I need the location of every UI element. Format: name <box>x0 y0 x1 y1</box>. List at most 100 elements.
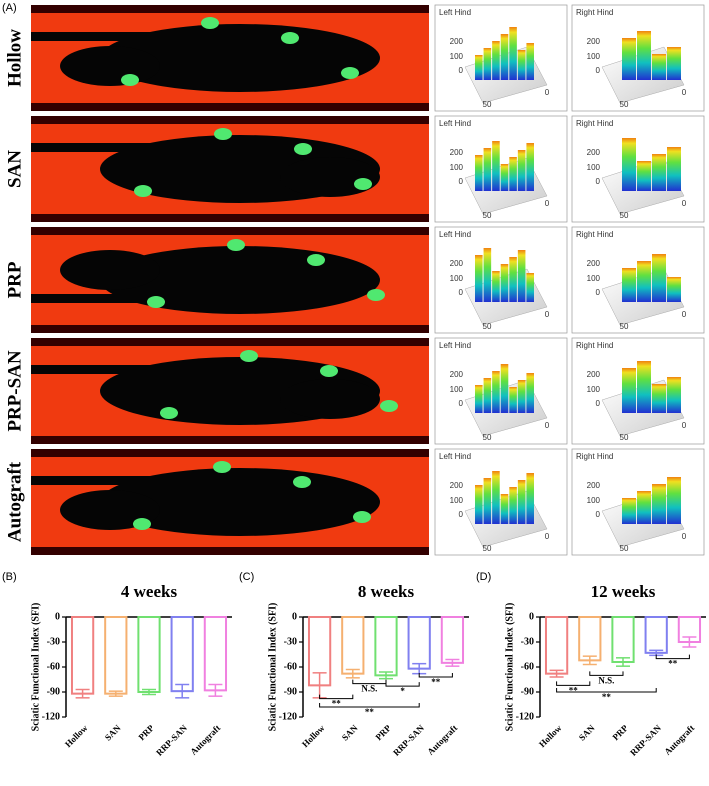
significance: N.S. <box>361 684 377 694</box>
surface-tick: 200 <box>587 148 601 157</box>
y-tick-label: -30 <box>284 636 297 647</box>
surface-peak <box>483 248 492 302</box>
significance: ** <box>668 659 678 669</box>
bar <box>440 616 465 664</box>
rat-tail <box>31 32 151 41</box>
rat-head <box>280 157 380 197</box>
paw <box>281 32 299 44</box>
rat-tail <box>31 476 151 485</box>
surface-tick: 0 <box>596 288 601 297</box>
x-tick-label: RRP-SAN <box>628 722 663 757</box>
paw <box>240 350 258 362</box>
surface-tick: 0 <box>459 288 464 297</box>
surface-peak <box>500 264 509 302</box>
bar <box>611 616 635 663</box>
x-tick-label: PRP <box>373 722 393 742</box>
bracket <box>556 681 591 686</box>
surface-tick: 0 <box>459 66 464 75</box>
surface-tick: 0 <box>596 510 601 519</box>
bracket <box>556 688 657 693</box>
surface-peak <box>500 494 509 524</box>
surface-tick: 100 <box>587 52 601 61</box>
surface-tick: 200 <box>450 37 464 46</box>
x-tick-label: Autograft <box>188 723 222 757</box>
rat-head <box>280 379 380 419</box>
surface-tick: 100 <box>450 52 464 61</box>
bar <box>374 616 398 677</box>
surface-peak <box>652 484 666 524</box>
surface-tick: 200 <box>587 37 601 46</box>
surface-peak <box>483 378 492 413</box>
x-tick-label: Hollow <box>537 722 564 749</box>
rat-tail <box>31 365 151 374</box>
surface-tick: 200 <box>587 370 601 379</box>
surface-title: Left Hind <box>439 8 471 17</box>
bar <box>544 616 569 675</box>
paw <box>320 365 338 377</box>
paw <box>160 407 178 419</box>
surface-peak <box>652 384 666 413</box>
track-edge <box>31 103 429 111</box>
significance: N.S. <box>598 675 614 685</box>
surface-peak <box>475 485 483 524</box>
surface-peak <box>622 138 636 191</box>
paw <box>213 461 231 473</box>
y-axis-label: Sciatic Functional Index (SFI) <box>504 603 515 732</box>
surface-peak <box>526 43 534 80</box>
paw <box>147 296 165 308</box>
surface-peak <box>622 38 636 80</box>
bar <box>70 616 95 695</box>
panel-label: (D) <box>476 571 491 583</box>
rat-tail <box>31 294 151 303</box>
rat-head <box>60 46 160 86</box>
track-edge <box>31 5 429 13</box>
bracket <box>319 703 420 708</box>
surface-tick: 50 <box>620 100 629 109</box>
surface-peak <box>667 377 681 413</box>
surface-peak <box>475 255 483 302</box>
surface-peak <box>526 473 534 524</box>
surface-tick: 200 <box>587 259 601 268</box>
surface-tick: 50 <box>620 322 629 331</box>
rat-head <box>60 490 160 530</box>
paw <box>293 476 311 488</box>
surface-tick: 0 <box>545 532 550 541</box>
track-edge <box>31 338 429 346</box>
surface-tick: 0 <box>596 399 601 408</box>
surface-tick: 50 <box>620 544 629 553</box>
surface-peak <box>637 361 651 413</box>
significance: ** <box>569 685 579 695</box>
surface-peak <box>667 477 681 524</box>
paw <box>121 74 139 86</box>
y-tick-label: 0 <box>292 611 297 622</box>
rat-body <box>100 468 380 536</box>
track-edge <box>31 227 429 235</box>
surface-peak <box>475 55 483 80</box>
surface-peak <box>622 268 636 302</box>
surface-tick: 100 <box>587 385 601 394</box>
significance: ** <box>431 677 441 687</box>
surface-peak <box>492 371 500 413</box>
y-tick-label: -30 <box>47 636 60 647</box>
surface-title: Right Hind <box>576 8 613 17</box>
surface-peak <box>526 143 534 191</box>
x-tick-label: Hollow <box>300 722 327 749</box>
bracket <box>418 673 453 678</box>
surface-tick: 50 <box>483 544 492 553</box>
y-tick-label: -60 <box>521 661 534 672</box>
x-tick-label: SAN <box>340 722 360 742</box>
surface-tick: 100 <box>450 274 464 283</box>
surface-title: Left Hind <box>439 452 471 461</box>
surface-tick: 0 <box>682 310 687 319</box>
paw <box>354 178 372 190</box>
bar <box>407 616 431 670</box>
paw <box>201 17 219 29</box>
x-tick-label: PRP <box>136 722 156 742</box>
surface-peak <box>667 147 681 191</box>
surface-tick: 0 <box>545 310 550 319</box>
surface-peak <box>652 154 666 191</box>
surface-tick: 200 <box>450 148 464 157</box>
surface-peak <box>509 157 517 191</box>
paw <box>353 511 371 523</box>
surface-peak <box>637 261 651 302</box>
